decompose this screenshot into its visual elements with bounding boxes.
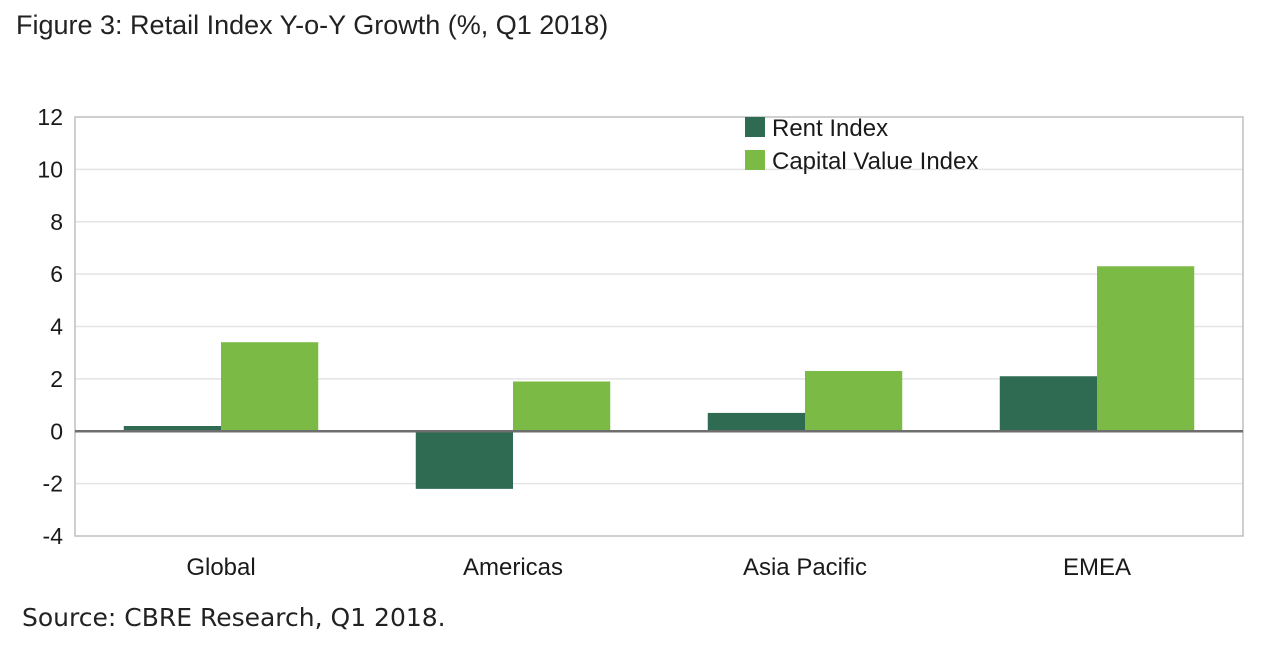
legend-swatch-capital-value-index (745, 150, 765, 170)
y-tick-label: -4 (43, 523, 64, 549)
source-note: Source: CBRE Research, Q1 2018. (22, 603, 446, 632)
x-category-label: Asia Pacific (743, 554, 867, 581)
x-category-label: Global (186, 554, 255, 581)
y-tick-label: 6 (50, 261, 63, 287)
y-tick-label: 0 (50, 418, 63, 444)
x-category-label: EMEA (1063, 554, 1131, 581)
bar-capital-value-index-americas (513, 381, 611, 432)
y-tick-label: 4 (50, 314, 63, 340)
gridlines (75, 168, 1243, 485)
y-tick-label: 12 (37, 104, 63, 130)
y-tick-label: 10 (37, 156, 63, 182)
bar-capital-value-index-global (221, 342, 319, 432)
plot-area-frame (74, 116, 1244, 537)
bar-rent-index-emea (999, 376, 1097, 432)
bar-rent-index-americas (415, 431, 513, 489)
legend: Rent Index Capital Value Index (745, 115, 978, 175)
legend-swatch-rent-index (745, 117, 765, 137)
bar-capital-value-index-emea (1097, 266, 1195, 432)
x-axis-categories: Global Americas Asia Pacific EMEA (186, 554, 1131, 581)
bar-rent-index-asia-pacific (707, 412, 805, 432)
bar-chart: 12 10 8 6 4 2 0 -2 -4 Global Americas Asia Pacific… (37, 104, 1244, 581)
legend-label-rent-index: Rent Index (772, 115, 888, 142)
figure-title: Figure 3: Retail Index Y-o-Y Growth (%, … (16, 10, 609, 40)
y-tick-label: 8 (50, 209, 63, 235)
y-tick-label: 2 (50, 366, 63, 392)
y-tick-label: -2 (43, 471, 63, 497)
legend-label-capital-value-index: Capital Value Index (772, 148, 978, 175)
bar-rent-index-global (123, 426, 221, 432)
bars (123, 266, 1195, 489)
y-axis-ticks: 12 10 8 6 4 2 0 -2 -4 (37, 104, 63, 549)
bar-capital-value-index-asia-pacific (805, 371, 903, 432)
x-category-label: Americas (463, 554, 563, 581)
